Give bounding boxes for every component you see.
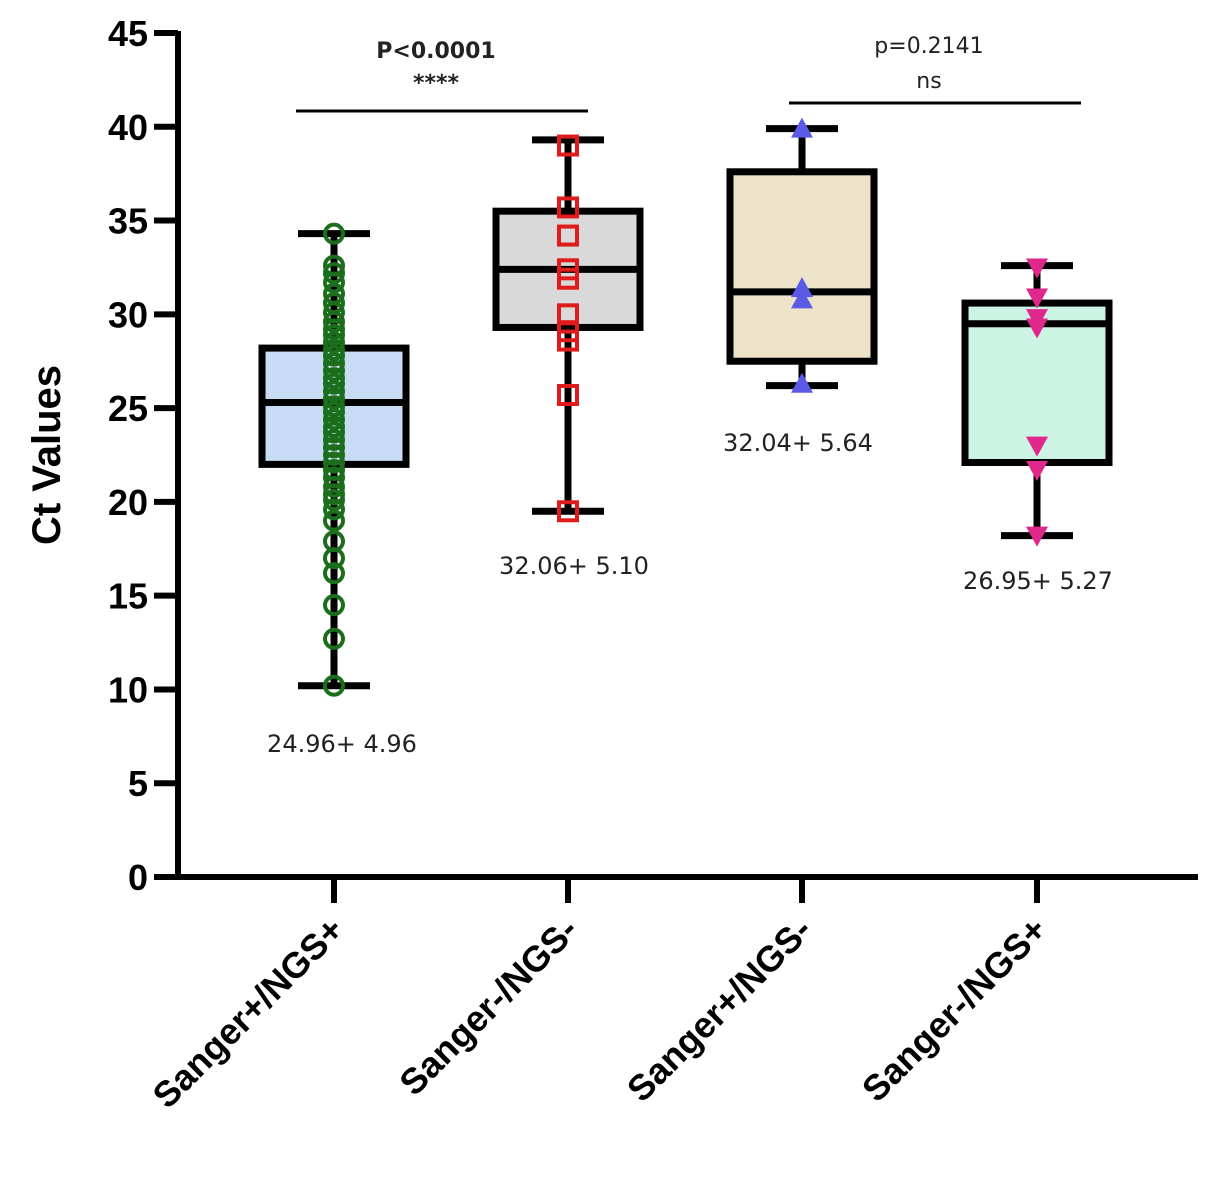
data-point xyxy=(1026,526,1048,547)
data-point xyxy=(557,303,579,326)
comparison: p=0.2141 ns xyxy=(789,34,1081,105)
y-tick-label: 10 xyxy=(108,669,148,710)
stat-label: 26.95+ 5.27 xyxy=(963,567,1113,595)
box-group: 32.04+ 5.64 xyxy=(723,117,878,457)
data-point xyxy=(323,627,345,650)
y-axis: 0 5 10 15 20 25 30 35 40 45 xyxy=(108,13,181,898)
data-point xyxy=(323,359,345,382)
data-point xyxy=(791,372,813,393)
data-point xyxy=(323,530,345,553)
data-point xyxy=(323,509,345,532)
data-point xyxy=(1026,288,1048,309)
data-point xyxy=(323,415,345,438)
data-point xyxy=(323,395,345,418)
data-point xyxy=(323,444,345,466)
data-point xyxy=(323,674,345,697)
box-plots: 24.96+ 4.96 32.06+ 5.10 32.04+ 5.64 26.95+ … xyxy=(258,117,1113,758)
data-point xyxy=(791,277,813,298)
y-tick-label: 35 xyxy=(108,201,148,242)
data-point xyxy=(323,459,345,482)
x-category-label: Sanger+/NGS- xyxy=(619,909,820,1110)
p-value-label: P<0.0001 xyxy=(376,39,495,64)
box-iqr xyxy=(726,168,878,365)
x-category-label: Sanger-/NGS- xyxy=(391,909,585,1103)
data-point xyxy=(557,196,579,219)
data-point xyxy=(323,282,345,305)
data-point xyxy=(323,498,345,521)
data-point xyxy=(323,428,345,451)
significance-label: **** xyxy=(413,71,460,96)
data-point xyxy=(323,380,345,403)
box-group: 24.96+ 4.96 xyxy=(258,222,417,758)
stat-label: 32.04+ 5.64 xyxy=(723,429,873,457)
y-tick-label: 30 xyxy=(108,294,148,335)
data-point xyxy=(557,134,579,157)
data-point xyxy=(323,466,345,489)
data-point xyxy=(323,387,345,410)
data-point xyxy=(1026,461,1048,482)
data-point xyxy=(323,338,345,361)
data-point xyxy=(323,352,345,375)
data-point xyxy=(1026,309,1048,330)
data-point xyxy=(323,451,345,474)
data-point xyxy=(323,331,345,354)
data-point xyxy=(323,292,345,315)
data-point xyxy=(323,222,345,245)
data-point xyxy=(791,117,813,138)
y-tick-label: 40 xyxy=(108,107,148,148)
data-point xyxy=(557,383,579,406)
data-point xyxy=(1026,258,1048,279)
y-tick-label: 0 xyxy=(128,857,148,898)
significance-comparisons: P<0.0001 **** p=0.2141 ns xyxy=(296,34,1081,113)
box-group: 26.95+ 5.27 xyxy=(961,258,1113,595)
y-axis-title: Ct Values xyxy=(25,365,69,545)
data-point xyxy=(1026,436,1048,457)
y-tick-label: 20 xyxy=(108,482,148,523)
data-point xyxy=(791,288,813,309)
stat-label: 32.06+ 5.10 xyxy=(499,552,649,580)
data-point xyxy=(323,436,345,459)
significance-label: ns xyxy=(916,69,941,94)
data-point xyxy=(323,408,345,431)
y-tick-label: 45 xyxy=(108,13,148,54)
data-point xyxy=(323,367,345,390)
comparison: P<0.0001 **** xyxy=(296,39,588,113)
data-point xyxy=(557,224,579,247)
y-tick-label: 25 xyxy=(108,388,148,429)
stat-label: 24.96+ 4.96 xyxy=(267,730,417,758)
y-tick-label: 15 xyxy=(108,576,148,617)
data-point xyxy=(323,254,345,277)
box-group: 32.06+ 5.10 xyxy=(492,134,649,580)
data-point xyxy=(557,258,579,281)
data-point xyxy=(323,562,345,585)
data-point xyxy=(557,500,579,523)
data-point xyxy=(323,262,345,285)
y-tick-label: 5 xyxy=(128,763,148,804)
x-axis: Sanger+/NGS+ Sanger-/NGS- Sanger+/NGS- Sang… xyxy=(144,874,1198,1116)
p-value-label: p=0.2141 xyxy=(874,34,983,59)
x-category-label: Sanger-/NGS+ xyxy=(854,909,1055,1110)
data-point xyxy=(323,594,345,617)
x-category-label: Sanger+/NGS+ xyxy=(144,909,351,1116)
